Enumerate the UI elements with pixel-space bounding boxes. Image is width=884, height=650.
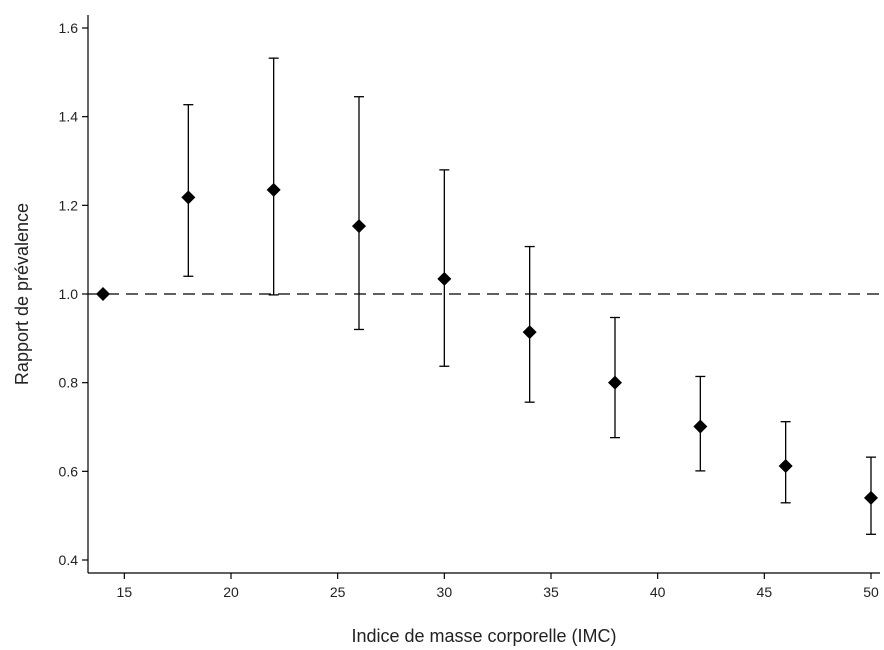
data-point-diamond: [266, 182, 281, 197]
y-tick-label: 0.4: [59, 552, 79, 568]
x-tick-label: 25: [330, 584, 346, 600]
error-bar: [268, 57, 279, 296]
y-tick-label: 0.6: [59, 463, 79, 479]
x-axis-title: Indice de masse corporelle (IMC): [351, 626, 616, 646]
ticks: 15 20 25 30 35 40 45 50 0.4 0.6 0.8 1.0 1.2 1.4 1.6: [59, 20, 879, 600]
error-bar: [354, 96, 364, 331]
data-point-diamond: [778, 459, 793, 474]
y-tick-label: 0.8: [59, 375, 79, 391]
x-tick-label: 30: [437, 584, 453, 600]
error-bars: [183, 57, 876, 535]
y-tick-label: 1.2: [59, 197, 79, 213]
data-points: [96, 182, 878, 505]
x-tick-label: 15: [117, 584, 133, 600]
data-point-diamond: [96, 287, 110, 301]
error-bar: [439, 169, 450, 367]
x-tick-label: 40: [650, 584, 666, 600]
data-point-diamond: [864, 490, 878, 505]
data-point-diamond: [693, 419, 708, 434]
data-point-diamond: [181, 190, 196, 205]
y-axis-title: Rapport de prévalence: [12, 203, 32, 385]
x-tick-label: 50: [863, 584, 879, 600]
error-bar: [524, 245, 535, 403]
data-point-diamond: [437, 271, 452, 286]
x-tick-label: 20: [223, 584, 239, 600]
x-tick-label: 45: [757, 584, 773, 600]
x-tick-label: 35: [543, 584, 559, 600]
data-point-diamond: [522, 325, 537, 340]
y-tick-label: 1.6: [59, 20, 79, 36]
y-tick-label: 1.0: [59, 286, 79, 302]
y-tick-label: 1.4: [59, 109, 79, 125]
data-point-diamond: [352, 219, 366, 234]
data-point-diamond: [608, 375, 622, 390]
